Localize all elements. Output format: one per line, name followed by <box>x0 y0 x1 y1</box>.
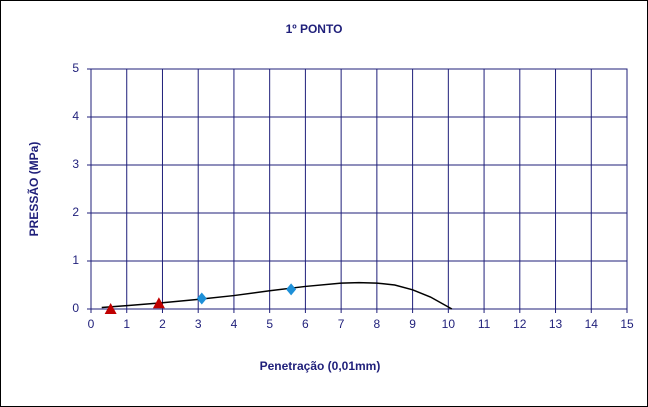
y-tick-label: 1 <box>72 253 79 267</box>
x-tick-label: 6 <box>302 317 309 331</box>
x-tick-label: 1 <box>123 317 130 331</box>
triangle-marker <box>152 297 165 309</box>
diamond-marker <box>286 283 297 296</box>
y-tick-label: 5 <box>72 61 79 75</box>
y-tick-label: 0 <box>72 301 79 315</box>
x-tick-label: 5 <box>266 317 273 331</box>
plot-area <box>90 68 628 310</box>
chart-title: 1º PONTO <box>286 22 343 36</box>
y-tick-label: 3 <box>72 157 79 171</box>
x-tick-label: 4 <box>231 317 238 331</box>
x-tick-label: 0 <box>88 317 95 331</box>
y-axis-label: PRESSÃO (MPa) <box>26 142 41 237</box>
x-tick-label: 9 <box>409 317 416 331</box>
y-tick-label: 2 <box>72 205 79 219</box>
x-tick-label: 13 <box>549 317 563 331</box>
x-tick-label: 2 <box>159 317 166 331</box>
x-tick-label: 10 <box>442 317 456 331</box>
x-tick-label: 3 <box>195 317 202 331</box>
x-tick-label: 12 <box>513 317 527 331</box>
x-axis-label: Penetração (0,01mm) <box>260 359 381 373</box>
x-tick-label: 11 <box>478 317 491 331</box>
triangle-marker <box>104 303 117 314</box>
x-tick-label: 15 <box>620 317 634 331</box>
diamond-marker <box>196 292 207 305</box>
x-tick-label: 8 <box>374 317 381 331</box>
y-tick-label: 4 <box>72 109 79 123</box>
x-tick-label: 14 <box>585 317 599 331</box>
trend-line <box>101 281 453 310</box>
x-tick-label: 7 <box>338 317 345 331</box>
